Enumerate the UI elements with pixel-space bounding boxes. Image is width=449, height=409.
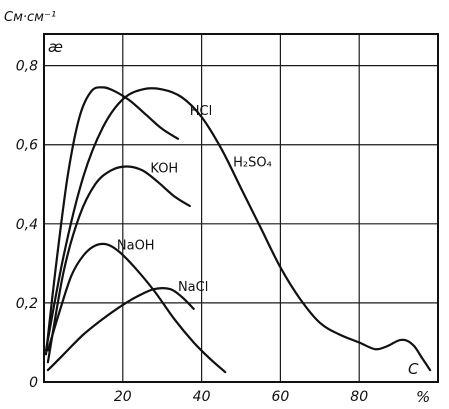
plot-frame (43, 33, 439, 383)
series-label-koh: KOH (150, 161, 178, 176)
y-tick-label: 0,4 (16, 217, 38, 233)
tick-labels: 20 40 60 80 0 0,2 0,4 0,6 0,8 (16, 59, 368, 405)
series-label-nacl: NaCl (178, 280, 208, 295)
y-tick-label: 0 (29, 375, 38, 391)
curves (44, 86, 432, 374)
x-tick-label: 60 (271, 389, 289, 405)
y-tick-label: 0,8 (16, 59, 38, 75)
series-line-hcl (44, 86, 180, 356)
y-tick-label: 0,2 (16, 296, 38, 312)
series-label-h2so4: H₂SO₄ (233, 155, 272, 170)
series-label-hcl: HCl (190, 104, 212, 119)
grid (44, 34, 438, 382)
y-axis-label: æ (48, 38, 63, 56)
x-tick-label: 80 (350, 389, 368, 405)
y-unit-label: См·см⁻¹ (4, 10, 56, 25)
series-label-naoh: NaOH (117, 239, 155, 254)
x-tick-label: 20 (114, 389, 132, 405)
x-unit-label: % (416, 388, 430, 406)
x-axis-label: C (408, 360, 419, 378)
series-labels: HCl H₂SO₄ KOH NaOH NaCl (117, 104, 272, 295)
y-tick-label: 0,6 (16, 138, 38, 154)
x-tick-label: 40 (193, 389, 211, 405)
series-line-nacl (46, 287, 195, 372)
series-line-koh (46, 165, 191, 364)
series-line-naoh (46, 242, 227, 374)
series-line-h2so4 (44, 87, 432, 372)
